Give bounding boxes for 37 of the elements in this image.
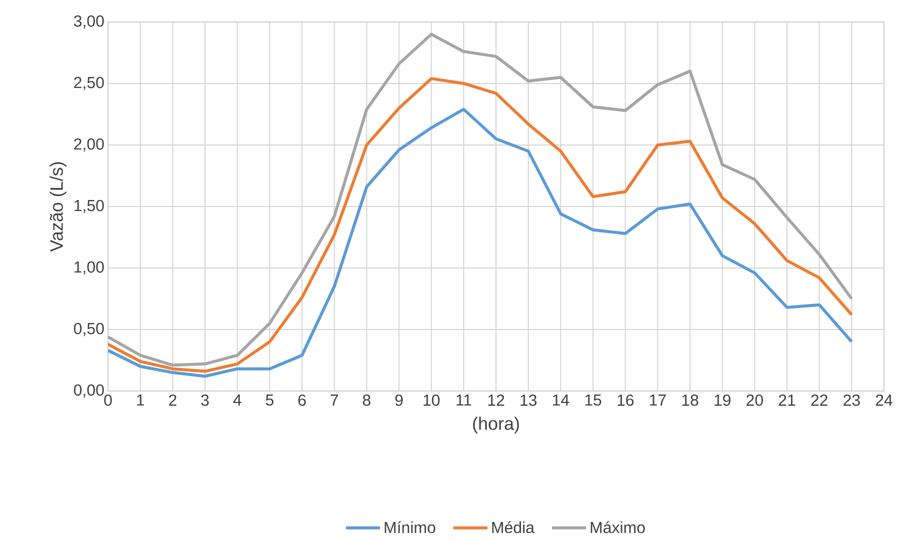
x-tick-label: 4 [233,394,242,406]
x-tick-label: 11 [456,394,472,406]
x-tick-label: 18 [682,394,698,406]
y-tick-label: 2,50 [74,76,104,90]
y-axis-title: Vazão (L/s) [50,162,66,252]
x-tick-label: 20 [746,394,763,406]
y-tick-label: 1,00 [74,261,104,275]
y-tick-label: 1,50 [74,200,104,214]
x-tick-label: 7 [330,394,338,406]
x-tick-label: 19 [714,394,730,406]
x-tick-label: 12 [488,394,504,406]
x-tick-label: 0 [104,394,112,406]
x-tick-label: 3 [201,394,209,406]
x-tick-label: 23 [844,394,860,406]
x-tick-label: 9 [395,394,403,406]
x-tick-label: 16 [618,394,634,406]
y-tick-label: 2,00 [74,138,104,152]
x-tick-label: 24 [876,394,892,406]
y-tick-label: 0,50 [74,322,104,336]
x-tick-label: 5 [266,394,274,406]
x-tick-label: 1 [137,394,144,406]
x-axis-title: (hora) [473,416,519,434]
x-tick-label: 14 [552,394,570,406]
y-tick-label: 3,00 [74,15,104,29]
x-tick-label: 10 [424,394,440,406]
legend-label: Média [492,521,534,534]
legend-label: Máximo [590,521,645,534]
x-tick-label: 13 [520,394,537,406]
legend-label: Mínimo [384,521,436,534]
x-tick-label: 21 [778,394,796,406]
x-tick-label: 17 [650,394,666,406]
x-tick-label: 22 [811,394,828,406]
x-tick-label: 15 [585,394,602,406]
x-tick-label: 8 [362,394,370,406]
x-tick-label: 6 [298,394,306,406]
y-tick-label: 0,00 [74,384,104,398]
x-tick-label: 2 [169,394,176,406]
